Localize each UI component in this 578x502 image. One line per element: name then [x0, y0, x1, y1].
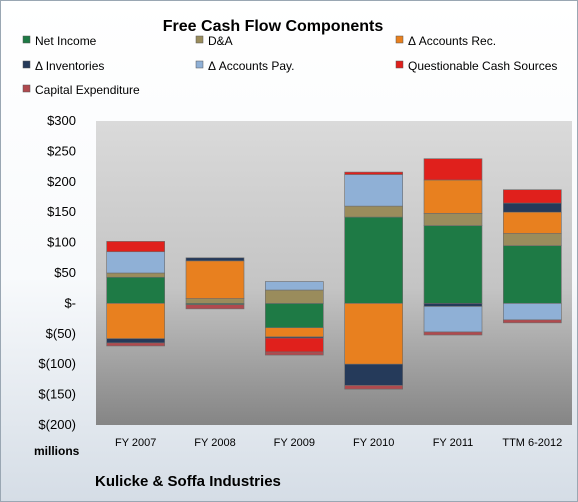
bar-segment-inventories [503, 202, 562, 213]
bar-segment-d-a [185, 298, 245, 304]
bar-segment-accounts-rec [344, 303, 403, 365]
y-tick-label: $200 [47, 174, 76, 189]
bar-group-fy-2008 [185, 257, 245, 310]
bar-segment-d-a [265, 289, 324, 304]
bar-segment-inventories [423, 303, 483, 307]
y-tick-label: $250 [47, 143, 76, 158]
x-tick-label: FY 2010 [353, 437, 394, 449]
bar-segment-net-income [265, 303, 324, 329]
bar-segment-accounts-rec [185, 260, 245, 299]
bar-segment-accounts-rec [503, 211, 562, 234]
bar-group-fy-2010 [344, 171, 403, 390]
bar-segment-questionable-cash-sources [265, 337, 324, 353]
bar-segment-questionable-cash-sources [106, 241, 165, 253]
legend-label: Δ Accounts Rec. [408, 34, 496, 48]
y-tick-label: $(100) [38, 356, 76, 371]
legend-item-d-a: D&A [195, 34, 233, 48]
y-tick-label: $- [64, 295, 76, 310]
legend-label: Net Income [35, 34, 97, 48]
bar-segment-capital-expenditure [423, 331, 483, 336]
legend-swatch [22, 84, 31, 93]
bar-segment-accounts-rec [265, 327, 324, 338]
bar-segment-d-a [503, 233, 562, 246]
y-tick-label: $150 [47, 204, 76, 219]
legend-swatch [395, 60, 404, 69]
bar-group-fy-2009 [265, 281, 324, 356]
x-tick-label: FY 2008 [194, 437, 235, 449]
bar-segment-net-income [344, 216, 403, 304]
bar-segment-accounts-pay [423, 306, 483, 333]
bar-segment-accounts-pay [265, 281, 324, 291]
x-tick-label: TTM 6-2012 [502, 437, 562, 449]
bar-group-fy-2011 [423, 158, 483, 336]
company-name: Kulicke & Soffa Industries [95, 473, 281, 490]
bar-group-fy-2007 [106, 241, 165, 347]
bar-segment-questionable-cash-sources [503, 189, 562, 204]
y-tick-label: $(50) [46, 326, 76, 341]
legend-item-accounts-pay: Δ Accounts Pay. [195, 59, 295, 73]
bar-segment-accounts-rec [106, 303, 165, 339]
y-tick-label: $300 [47, 113, 76, 128]
bar-segment-questionable-cash-sources [423, 158, 483, 181]
bars-layer [106, 158, 562, 390]
legend-item-capital-expenditure: Capital Expenditure [22, 83, 140, 97]
y-tick-label: $100 [47, 235, 76, 250]
legend: Net Income D&A Δ Accounts Rec. Δ Inventorie… [22, 34, 557, 97]
y-tick-label: $(200) [38, 417, 76, 432]
bar-segment-capital-expenditure [106, 342, 165, 347]
bar-segment-d-a [423, 213, 483, 226]
x-tick-label: FY 2011 [433, 437, 474, 449]
bar-segment-inventories [185, 257, 245, 262]
legend-label: Questionable Cash Sources [408, 59, 557, 73]
legend-item-accounts-rec: Δ Accounts Rec. [395, 34, 496, 48]
bar-segment-net-income [106, 276, 165, 304]
legend-item-questionable-cash-sources: Questionable Cash Sources [395, 59, 557, 73]
y-tick-label: $50 [54, 265, 76, 280]
bar-segment-accounts-pay [344, 174, 403, 207]
bar-segment-capital-expenditure [503, 319, 562, 324]
y-axis: $300 $250 $200 $150 $100 $50 $- $(50) $(100) $(15… [38, 113, 76, 432]
bar-segment-capital-expenditure [265, 351, 324, 356]
legend-label: D&A [208, 34, 233, 48]
bar-segment-accounts-rec [423, 179, 483, 214]
legend-swatch [195, 35, 204, 44]
legend-swatch [22, 60, 31, 69]
chart-title: Free Cash Flow Components [163, 18, 384, 35]
bar-segment-d-a [106, 272, 165, 278]
bar-group-ttm-6-2012 [503, 189, 562, 324]
legend-label: Capital Expenditure [35, 83, 140, 97]
bar-segment-capital-expenditure [344, 385, 403, 390]
y-tick-label: $(150) [38, 387, 76, 402]
bar-segment-accounts-pay [106, 251, 165, 274]
legend-label: Δ Inventories [35, 59, 104, 73]
plot-area [96, 121, 572, 425]
bar-segment-capital-expenditure [185, 304, 245, 310]
bar-segment-inventories [344, 363, 403, 386]
bar-segment-questionable-cash-sources [344, 171, 403, 175]
x-tick-label: FY 2007 [115, 437, 156, 449]
legend-item-inventories: Δ Inventories [22, 59, 104, 73]
x-axis: FY 2007 FY 2008 FY 2009 FY 2010 FY 2011 TTM 6… [115, 437, 562, 449]
bar-segment-net-income [503, 245, 562, 304]
bar-segment-inventories [106, 338, 165, 344]
x-tick-label: FY 2009 [274, 437, 315, 449]
legend-label: Δ Accounts Pay. [208, 59, 295, 73]
unit-label: millions [34, 444, 80, 458]
bar-segment-accounts-pay [503, 303, 562, 321]
legend-swatch [395, 35, 404, 44]
bar-segment-net-income [423, 225, 483, 304]
bar-segment-d-a [344, 205, 403, 218]
legend-swatch [22, 35, 31, 44]
legend-swatch [195, 60, 204, 69]
legend-item-net-income: Net Income [22, 34, 97, 48]
